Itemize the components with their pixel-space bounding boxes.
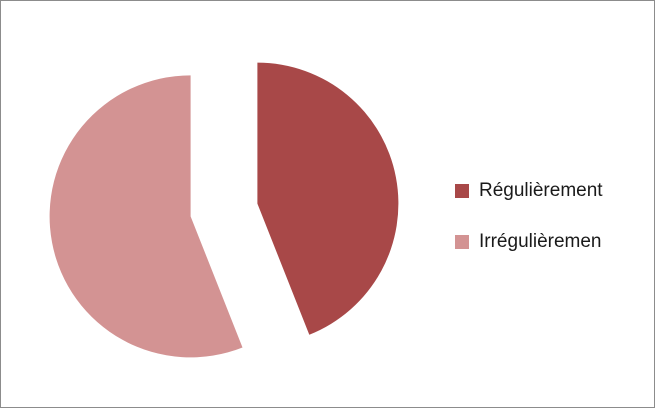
legend-swatch-0 <box>455 183 469 198</box>
pie-slice-1 <box>49 75 243 358</box>
legend-item-1: Irrégulièremen <box>455 227 603 256</box>
legend-label-0: Régulièrement <box>479 179 603 201</box>
legend-swatch-1 <box>455 234 469 249</box>
pie-slice-0 <box>257 62 399 335</box>
legend: Régulièrement Irrégulièremen <box>455 176 603 256</box>
legend-item-0: Régulièrement <box>455 176 603 205</box>
legend-label-1: Irrégulièremen <box>479 230 602 252</box>
